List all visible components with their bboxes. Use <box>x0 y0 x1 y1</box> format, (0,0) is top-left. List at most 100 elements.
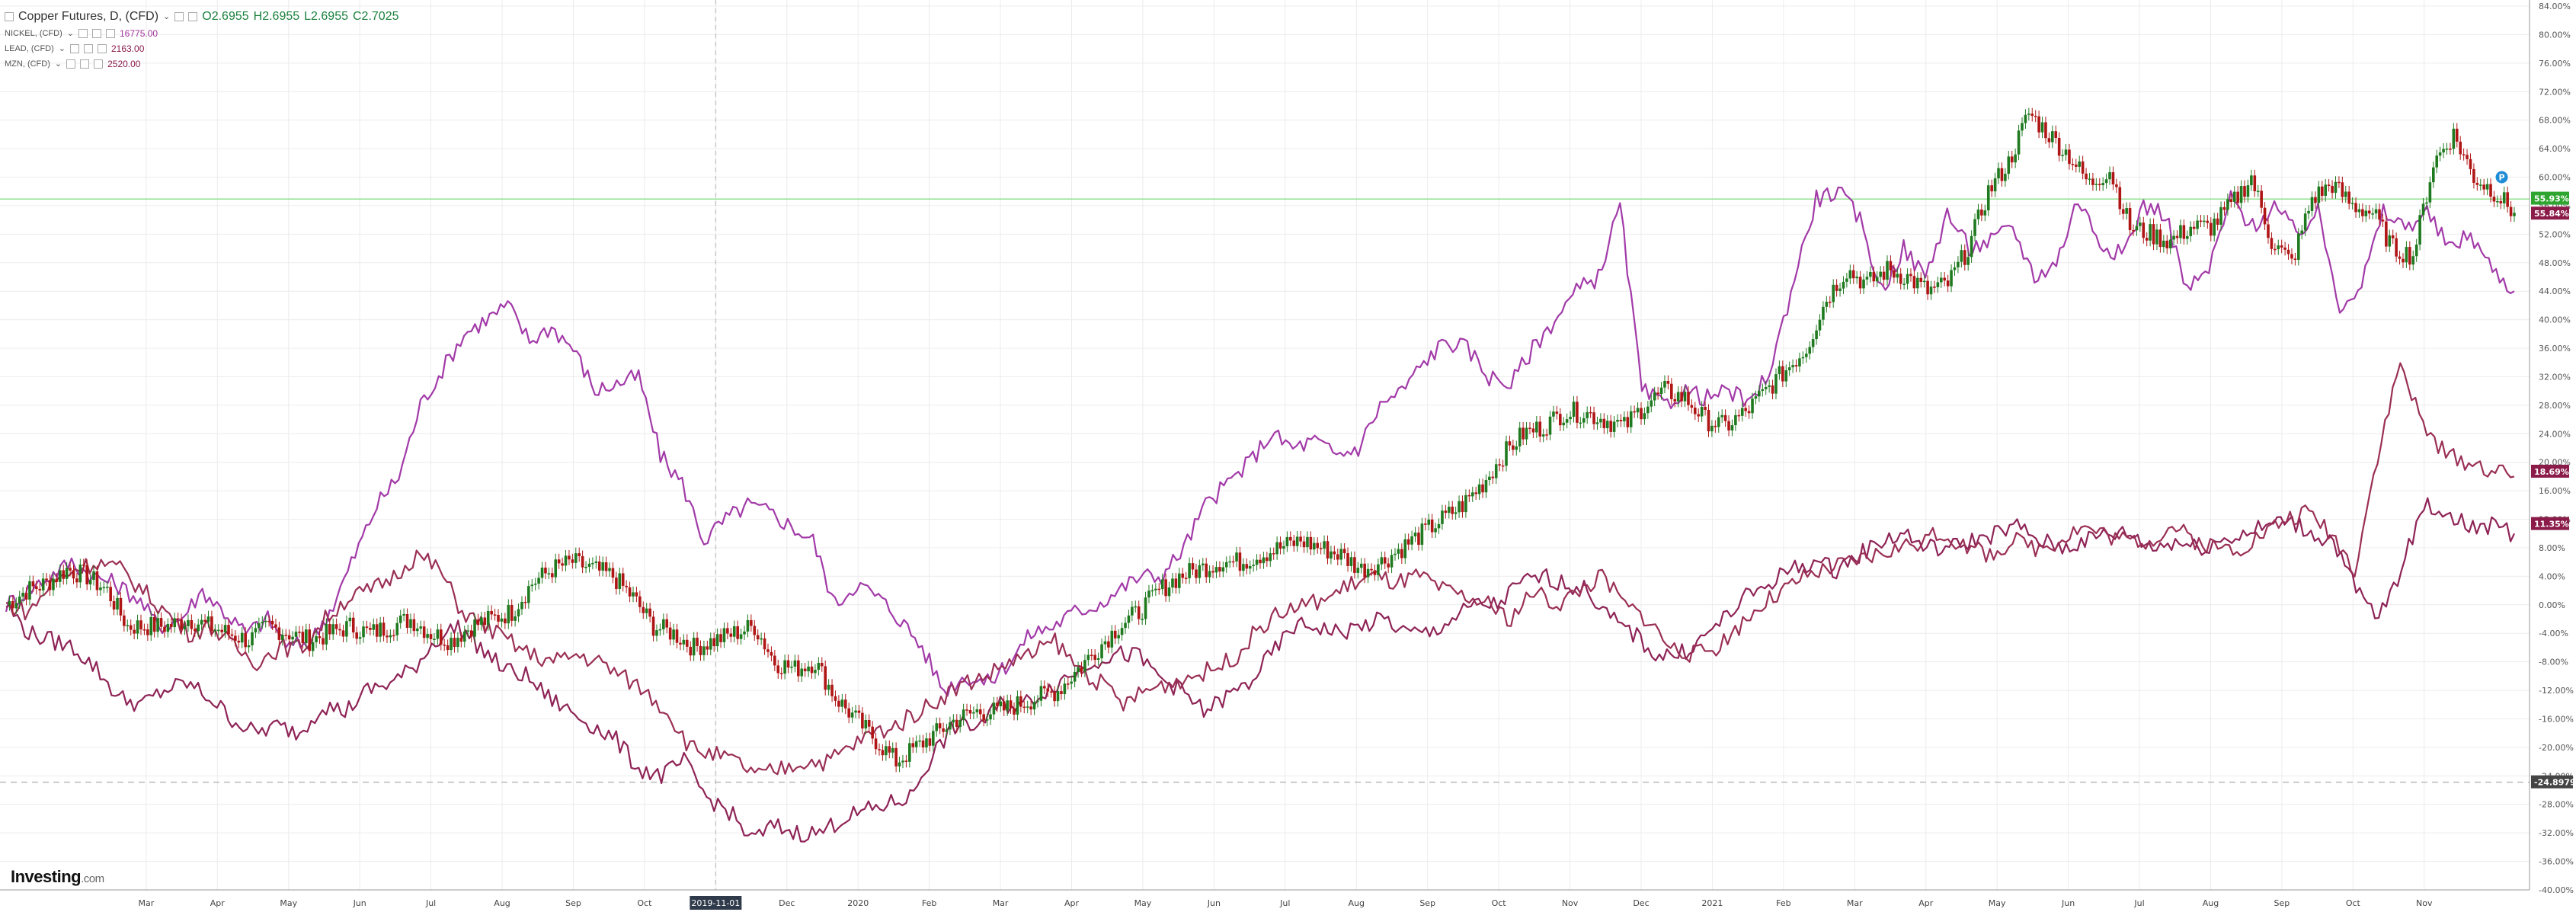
candle-body <box>1470 492 1474 497</box>
visibility-icon[interactable] <box>70 44 79 53</box>
candle-body <box>210 616 213 632</box>
candle-body <box>2145 238 2149 241</box>
candle-body <box>746 619 750 632</box>
candle-body <box>2229 199 2233 202</box>
candle-body <box>1195 569 1198 578</box>
candle-body <box>1565 419 1569 423</box>
candle-body <box>712 638 715 647</box>
x-tick-label: Nov <box>2416 898 2433 908</box>
candle-body <box>2442 149 2445 153</box>
chevron-down-icon[interactable]: ⌄ <box>66 29 74 38</box>
candle-body <box>1275 542 1278 555</box>
close-icon[interactable] <box>94 59 104 69</box>
candle-body <box>126 625 130 627</box>
value-tag-label: 18.69% <box>2534 467 2569 477</box>
chevron-down-icon[interactable]: ⌄ <box>58 44 66 53</box>
candle-body <box>1080 667 1083 672</box>
collapse-icon[interactable] <box>5 12 14 21</box>
legend-item[interactable]: MZN, (CFD) ⌄ 2520.00 <box>5 56 399 72</box>
candle-body <box>1794 365 1798 366</box>
candle-body <box>1269 553 1272 562</box>
candle-body <box>2496 200 2499 203</box>
value-tag <box>2531 206 2569 220</box>
candle-body <box>1366 568 1370 578</box>
candle-body <box>2350 203 2354 205</box>
y-tick-label: -36.00% <box>2539 857 2574 867</box>
candle-body <box>904 760 908 762</box>
candle-body <box>1066 683 1070 685</box>
candle-body <box>2192 226 2196 229</box>
candle-body <box>958 720 962 728</box>
candle-body <box>1986 185 1990 211</box>
candle-body <box>1653 392 1656 401</box>
settings-icon[interactable] <box>80 59 90 69</box>
candle-body <box>426 634 429 638</box>
candle-body <box>152 616 156 632</box>
candle-body <box>1781 366 1784 382</box>
visibility-icon[interactable] <box>66 59 76 69</box>
value-tag <box>2531 191 2569 205</box>
candle-body <box>473 619 476 637</box>
settings-icon[interactable] <box>174 12 184 21</box>
candle-body <box>1643 413 1646 420</box>
chevron-down-icon[interactable]: ⌄ <box>163 12 171 21</box>
candle-body <box>732 626 736 637</box>
legend-item[interactable]: LEAD, (CFD) ⌄ 2163.00 <box>5 41 399 56</box>
candle-body <box>358 637 362 639</box>
candle-body <box>591 562 594 565</box>
candle-body <box>1512 445 1515 450</box>
x-tick-label: Aug <box>494 898 510 908</box>
candle-body <box>2246 185 2250 197</box>
candle-body <box>1562 422 1566 426</box>
settings-icon[interactable] <box>84 44 93 53</box>
y-tick-label: 76.00% <box>2539 59 2571 69</box>
candle-body <box>341 630 345 637</box>
candle-body <box>419 626 423 629</box>
candle-body <box>1832 284 1835 302</box>
candle-body <box>2357 209 2361 213</box>
candle-body <box>2091 178 2094 185</box>
candle-body <box>351 617 355 633</box>
x-tick-label: May <box>280 898 297 908</box>
candle-body <box>1818 319 1822 331</box>
candle-body <box>1896 274 1899 278</box>
x-tick-label: Aug <box>1349 898 1365 908</box>
settings-icon[interactable] <box>92 29 101 38</box>
candle-body <box>1842 281 1845 289</box>
candle-body <box>1306 536 1309 548</box>
candle-body <box>888 746 891 753</box>
close-icon[interactable] <box>188 12 198 21</box>
candle-body <box>820 663 824 667</box>
candle-body <box>689 646 693 656</box>
candle-body <box>1424 523 1427 525</box>
candle-body <box>527 586 530 603</box>
y-tick-label: 60.00% <box>2539 173 2571 183</box>
candle-body <box>2378 209 2381 220</box>
legend-item[interactable]: NICKEL, (CFD) ⌄ 16775.00 <box>5 26 399 41</box>
chevron-down-icon[interactable]: ⌄ <box>54 59 62 69</box>
candle-body <box>1673 398 1677 402</box>
visibility-icon[interactable] <box>78 29 88 38</box>
candle-body <box>2307 210 2310 214</box>
candle-body <box>935 723 939 731</box>
x-tick-label: Oct <box>637 898 652 908</box>
candle-body <box>1902 283 1906 285</box>
legend-main-row[interactable]: Copper Futures, D, (CFD) ⌄ O2.6955 H2.69… <box>5 8 399 26</box>
close-icon[interactable] <box>98 44 107 53</box>
candle-body <box>1228 561 1231 563</box>
candle-body <box>1420 523 1424 546</box>
candle-body <box>88 580 92 585</box>
candle-body <box>58 570 62 582</box>
candle-body <box>1016 696 1019 715</box>
candle-body <box>163 626 166 632</box>
candle-body <box>2104 179 2108 184</box>
close-icon[interactable] <box>106 29 115 38</box>
candle-body <box>2047 138 2051 142</box>
candle-body <box>1154 588 1157 590</box>
candle-body <box>658 629 662 631</box>
candle-body <box>773 655 776 666</box>
value-tag-label: 55.84% <box>2534 209 2569 219</box>
legend-item-value: 2163.00 <box>111 43 145 54</box>
